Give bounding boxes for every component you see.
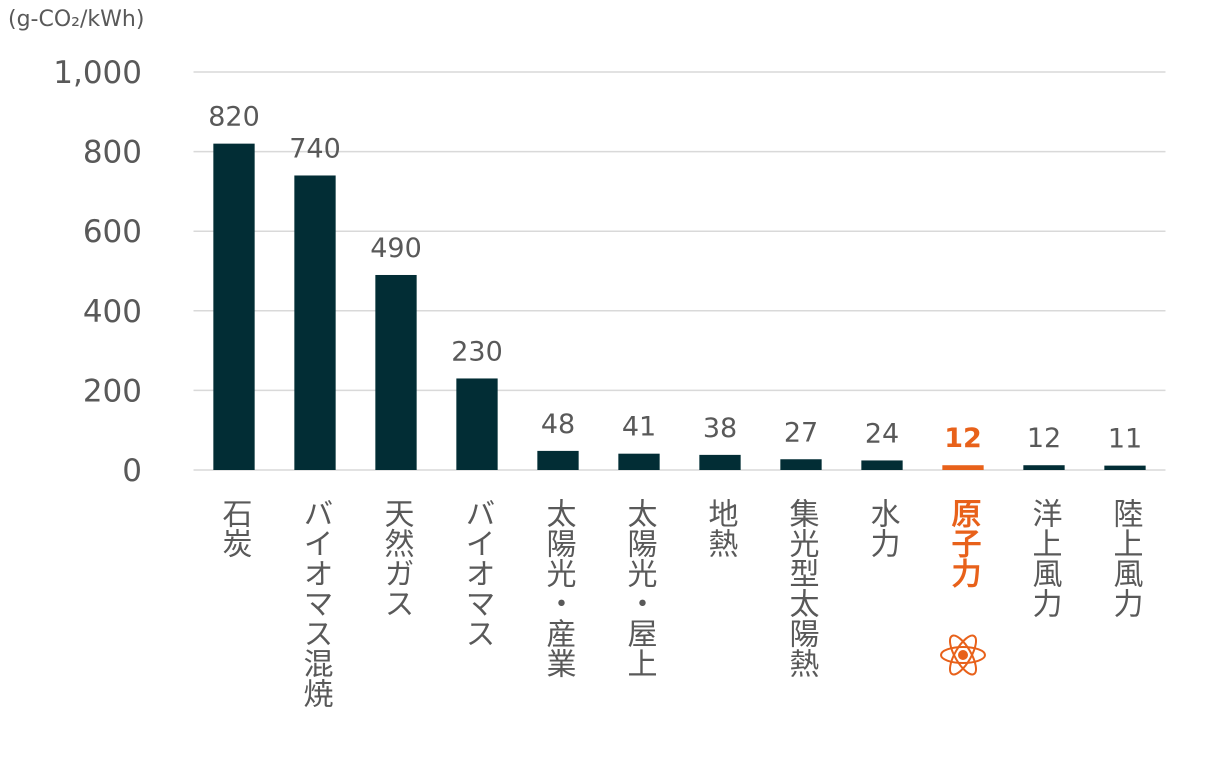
y-tick-label: 200 bbox=[83, 373, 142, 409]
value-label: 12 bbox=[1027, 423, 1061, 454]
value-label: 48 bbox=[541, 409, 575, 440]
value-label: 230 bbox=[451, 336, 503, 367]
x-tick-label: 洋上風力 bbox=[1027, 498, 1062, 618]
bar bbox=[861, 460, 903, 470]
bar bbox=[456, 378, 498, 470]
y-axis-label: (g-CO₂/kWh) bbox=[8, 7, 144, 32]
x-tick-label: 太陽光・屋上 bbox=[622, 498, 657, 678]
bar bbox=[294, 175, 336, 471]
value-label: 11 bbox=[1108, 424, 1142, 455]
value-label: 740 bbox=[289, 133, 341, 164]
x-tick-label: バイオマス混焼 bbox=[298, 498, 333, 708]
bar bbox=[213, 143, 255, 470]
y-tick-label: 400 bbox=[83, 294, 142, 330]
bar bbox=[537, 450, 579, 470]
x-tick-label: 地熱 bbox=[703, 498, 739, 558]
bar bbox=[1104, 465, 1146, 470]
x-tick-label: 集光型太陽熱 bbox=[784, 498, 820, 678]
x-tick-label: 原子力 bbox=[946, 498, 982, 589]
value-label: 12 bbox=[944, 423, 982, 454]
x-tick-label: 陸上風力 bbox=[1108, 498, 1143, 618]
value-label: 38 bbox=[703, 413, 737, 444]
bar bbox=[942, 465, 984, 470]
x-tick-label: 水力 bbox=[865, 498, 900, 558]
x-tick-label: 太陽光・産業 bbox=[541, 498, 577, 678]
value-label: 41 bbox=[622, 412, 656, 443]
y-tick-label: 0 bbox=[122, 453, 142, 489]
y-tick-label: 1,000 bbox=[53, 55, 142, 91]
bar bbox=[699, 454, 741, 470]
y-tick-label: 600 bbox=[83, 214, 142, 250]
x-tick-label: 天然ガス bbox=[379, 498, 414, 618]
value-label: 820 bbox=[208, 102, 260, 133]
bar bbox=[780, 459, 822, 470]
x-tick-label: バイオマス bbox=[460, 498, 495, 648]
bar bbox=[1023, 465, 1065, 470]
y-tick-label: 800 bbox=[83, 135, 142, 171]
x-tick-label: 石炭 bbox=[217, 498, 253, 558]
atom-icon bbox=[940, 634, 986, 676]
bar bbox=[618, 453, 660, 470]
value-label: 27 bbox=[784, 417, 818, 448]
bar bbox=[375, 274, 417, 470]
value-label: 490 bbox=[370, 233, 422, 264]
value-label: 24 bbox=[865, 418, 899, 449]
